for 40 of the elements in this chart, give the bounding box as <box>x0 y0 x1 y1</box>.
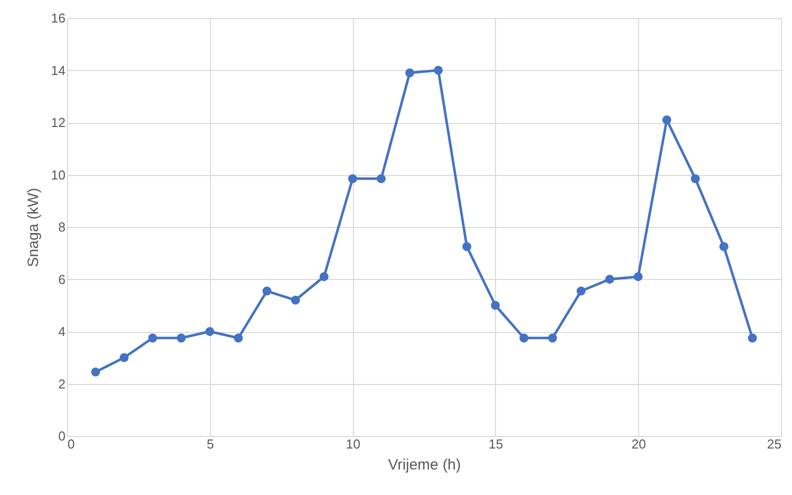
y-tick-label: 12 <box>51 115 66 130</box>
point <box>548 334 557 342</box>
point <box>120 353 129 362</box>
point <box>176 334 186 342</box>
point <box>719 242 728 252</box>
point <box>490 300 500 310</box>
point <box>519 334 528 342</box>
point <box>91 368 100 376</box>
point <box>234 334 243 342</box>
point <box>405 68 414 78</box>
point <box>605 274 614 284</box>
x-tick-label: 25 <box>767 436 782 452</box>
point <box>576 286 586 296</box>
y-tick-label: 16 <box>51 10 66 26</box>
x-tick-label: 15 <box>488 436 504 452</box>
point <box>748 334 757 342</box>
point <box>690 174 700 184</box>
point <box>462 242 472 252</box>
x-tick-label: 10 <box>346 436 360 452</box>
y-tick-label: 8 <box>58 220 66 234</box>
y-tick-label: 10 <box>51 167 66 182</box>
point <box>320 272 329 282</box>
point <box>634 272 643 282</box>
point <box>662 115 672 124</box>
point <box>205 327 214 336</box>
x-axis-title: Vrijeme (h) <box>388 456 461 474</box>
point <box>348 174 358 184</box>
point <box>148 334 158 342</box>
y-tick-label: 14 <box>51 62 66 78</box>
y-tick-label: 4 <box>58 324 66 339</box>
y-tick-label: 2 <box>58 376 66 392</box>
point <box>262 286 272 296</box>
point <box>291 296 300 305</box>
point <box>376 174 386 184</box>
x-tick-label: 5 <box>206 436 214 452</box>
y-axis-title: Snaga (kW) <box>25 188 42 268</box>
x-tick-label: 20 <box>631 436 646 452</box>
x-tick-label: 0 <box>68 436 75 452</box>
point <box>434 66 443 75</box>
y-tick-label: 6 <box>58 272 66 287</box>
